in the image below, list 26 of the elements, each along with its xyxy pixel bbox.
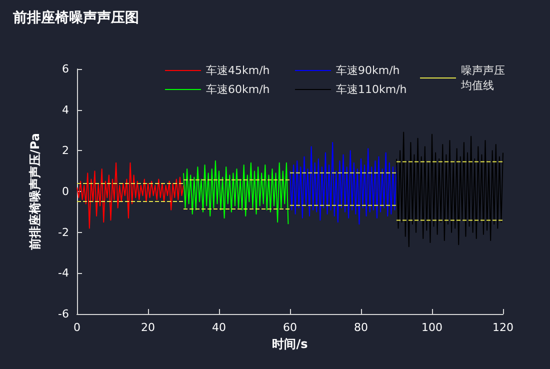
legend-label: 车速90km/h: [336, 64, 400, 77]
x-tick-label: 20: [141, 321, 155, 334]
x-tick-label: 40: [212, 321, 226, 334]
legend-label: 车速60km/h: [206, 83, 270, 96]
legend-label: 噪声声压均值线: [460, 64, 505, 92]
x-tick-label: 60: [283, 321, 297, 334]
y-tick-label: 4: [62, 103, 69, 116]
y-tick-label: -4: [58, 266, 69, 280]
y-tick-label: 6: [62, 62, 69, 76]
line-series: [290, 142, 397, 225]
chart-title: 前排座椅噪声声压图: [12, 9, 139, 26]
x-tick-label: 0: [74, 321, 80, 334]
x-tick-label: 80: [354, 321, 368, 334]
y-tick-label: 2: [62, 144, 69, 158]
y-axis-title: 前排座椅噪声声压/Pa: [28, 133, 42, 251]
line-series: [76, 162, 184, 229]
y-tick-label: -6: [58, 308, 69, 320]
y-tick-label: -2: [58, 226, 69, 239]
x-axis-title: 时间/s: [272, 336, 308, 351]
line-series: [396, 132, 504, 248]
x-tick-label: 100: [422, 321, 442, 334]
line-series: [183, 160, 289, 225]
legend-label: 车速110km/h: [336, 83, 407, 96]
legend-label: 车速45km/h: [206, 64, 270, 77]
y-tick-label: 0: [62, 185, 69, 198]
x-tick-label: 120: [492, 321, 514, 334]
